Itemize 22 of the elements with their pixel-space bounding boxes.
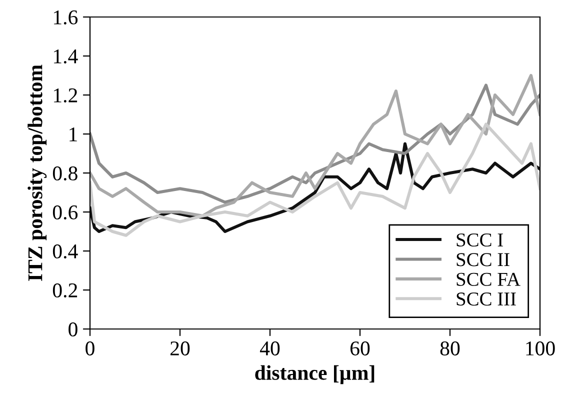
x-tick-label: 40 — [260, 341, 280, 356]
x-tick-label: 20 — [170, 341, 190, 356]
y-tick-label: 1.2 — [54, 88, 78, 103]
x-axis-title: distance [µm] — [255, 365, 374, 384]
y-tick-label: 1.6 — [54, 10, 78, 25]
y-tick-label: 1 — [70, 127, 77, 142]
legend-label: SCC FA — [456, 272, 520, 286]
y-tick-label: 1.4 — [54, 49, 78, 64]
y-tick-label: 0.6 — [52, 205, 78, 220]
line-series — [90, 74, 540, 218]
legend-label: SCC II — [456, 253, 510, 266]
y-axis-title: ITZ porosity top/bottom — [28, 64, 47, 281]
y-tick-label: 0.4 — [52, 244, 78, 259]
x-tick-label: 0 — [86, 341, 94, 356]
legend-label: SCC I — [456, 233, 503, 247]
y-tick-label: 0 — [68, 322, 78, 336]
x-tick-label: 60 — [350, 341, 370, 356]
y-tick-label: 0.2 — [52, 283, 78, 298]
x-tick-label: 80 — [440, 341, 460, 356]
y-tick-label: 0.8 — [52, 166, 78, 181]
legend-label: SCC III — [456, 292, 516, 306]
x-tick-label: 100 — [526, 341, 555, 356]
